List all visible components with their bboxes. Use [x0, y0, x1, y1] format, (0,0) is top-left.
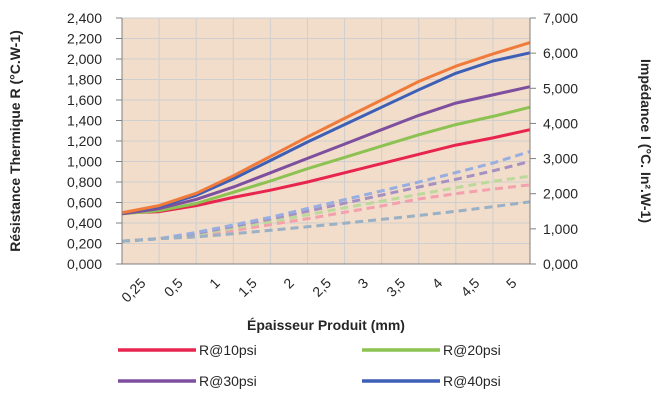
x-tick-label: 3 — [354, 275, 371, 292]
legend-label-r30: R@30psi — [199, 373, 257, 389]
y2-axis-title: Impédance I (°C. In².W-1) — [638, 59, 654, 223]
x-tick-label: 3,5 — [383, 275, 408, 300]
x-tick-label: 4,5 — [457, 275, 482, 300]
y2-tick-label: 7,000 — [543, 10, 578, 26]
y2-tick-label: 3,000 — [543, 151, 578, 167]
y-tick-label: 0,600 — [67, 195, 102, 211]
x-axis-title: Épaisseur Produit (mm) — [247, 317, 405, 333]
legend-label-r10: R@10psi — [199, 342, 257, 358]
y-tick-label: 1,800 — [67, 72, 102, 88]
y2-tick-label: 1,000 — [543, 221, 578, 237]
series-line-4 — [121, 41, 531, 215]
y2-tick-label: 0,000 — [543, 256, 578, 272]
y-tick-label: 0,800 — [67, 174, 102, 190]
axes — [116, 17, 536, 265]
y2-tick-label: 5,000 — [543, 80, 578, 96]
y-tick-label: 1,400 — [67, 113, 102, 129]
x-tick-label: 1,5 — [235, 275, 260, 300]
legend: R@10psi R@20psi R@30psi R@40psi — [118, 342, 501, 389]
right-tick-labels: 0,000 1,000 2,000 3,000 4,000 5,000 6,000 7,000 — [543, 10, 578, 272]
y-tick-label: 0,200 — [67, 236, 102, 252]
y-tick-label: 1,000 — [67, 154, 102, 170]
y2-tick-label: 6,000 — [543, 45, 578, 61]
y-tick-label: 2,400 — [67, 10, 102, 26]
left-tick-labels: 0,000 0,200 0,400 0,600 0,800 1,000 1,200 1,400… — [67, 10, 102, 272]
legend-label-r20: R@20psi — [443, 342, 501, 358]
series-line-8 — [121, 150, 531, 243]
x-tick-labels: 0,25 0,5 1 1,5 2 2,5 3 3,5 4 4,5 5 — [118, 275, 520, 306]
x-tick-label: 2,5 — [309, 275, 334, 300]
gridlines — [121, 17, 531, 265]
series-line-0 — [121, 128, 531, 215]
x-tick-label: 0,25 — [118, 275, 149, 306]
series-line-3 — [121, 51, 531, 215]
y-tick-label: 1,200 — [67, 133, 102, 149]
x-tick-label: 0,5 — [161, 275, 186, 300]
y-tick-label: 0,400 — [67, 215, 102, 231]
x-tick-label: 1 — [206, 275, 223, 292]
y-tick-label: 1,600 — [67, 92, 102, 108]
series-line-9 — [121, 200, 531, 243]
y-tick-label: 0,000 — [67, 256, 102, 272]
series-line-1 — [121, 105, 531, 216]
legend-label-r40: R@40psi — [443, 373, 501, 389]
y-tick-label: 2,200 — [67, 31, 102, 47]
y-tick-label: 2,000 — [67, 51, 102, 67]
y-axis-title: Résistance Thermique R (°C.W-1) — [7, 30, 23, 252]
x-tick-label: 2 — [280, 275, 297, 292]
x-tick-label: 5 — [503, 275, 520, 292]
series-line-2 — [121, 85, 531, 216]
series-layer — [121, 41, 531, 243]
x-tick-label: 4 — [429, 275, 446, 292]
y2-tick-label: 4,000 — [543, 115, 578, 131]
y2-tick-label: 2,000 — [543, 186, 578, 202]
